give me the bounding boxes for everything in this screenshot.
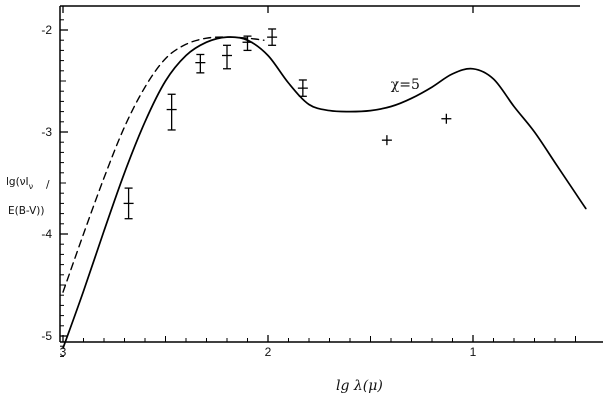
y-axis-label-line-1: lg(νIν (6, 176, 34, 191)
data-point-errorbar (195, 53, 206, 74)
data-point-errorbar (123, 187, 134, 220)
y-axis-label-line-2: / (46, 179, 50, 191)
y-axis-label-line-3: E(B-V)) (8, 205, 44, 217)
data-point-cross (381, 135, 392, 146)
y-tick-label: -5 (41, 329, 52, 343)
data-point-cross (441, 113, 452, 124)
y-tick-label: -4 (41, 227, 52, 241)
series (62, 36, 587, 350)
series-line-solid (62, 36, 587, 350)
data-point-errorbar (222, 44, 232, 70)
data-point-errorbar (166, 93, 177, 131)
chart-annotation-chi: χ=5 (391, 77, 420, 93)
axes (59, 5, 603, 343)
y-tick-label: -2 (41, 23, 52, 37)
x-tick-label: 1 (470, 345, 477, 359)
series-line-dashed (62, 36, 265, 293)
data-point-errorbar (242, 35, 253, 52)
y-tick-label: -3 (41, 125, 52, 139)
data-point-errorbar (297, 79, 308, 97)
data-points (123, 28, 452, 220)
x-tick-label: 3 (60, 345, 67, 359)
data-point-errorbar (267, 28, 278, 46)
x-tick-label: 2 (265, 345, 272, 359)
x-axis-label: lg λ(μ) (336, 378, 383, 394)
